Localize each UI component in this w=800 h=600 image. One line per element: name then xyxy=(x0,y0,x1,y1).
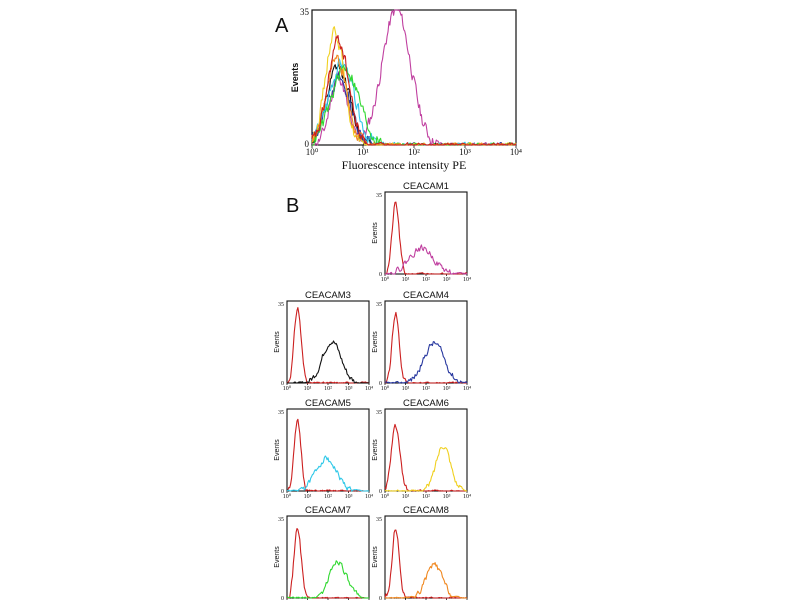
plot-frame xyxy=(384,515,468,599)
chart-ceacam1: CEACAM1 10⁰ 10¹ 10² 10³ 10⁴ 0 35 Events xyxy=(372,181,471,283)
x-tick-label: 10⁴ xyxy=(463,277,471,283)
y-axis-label: Events xyxy=(372,439,379,461)
plot-title: CEACAM8 xyxy=(403,505,449,516)
x-tick-label: 10⁴ xyxy=(365,494,373,500)
y-tick-label: 0 xyxy=(379,596,382,600)
x-tick-label: 10¹ xyxy=(304,494,312,500)
series-ceacam8 xyxy=(311,54,517,146)
plots-group: 10⁰ 10¹ 10² 10³ 10⁴ 0 35 Events Fluorescence int… xyxy=(274,7,522,600)
series-ceacam3 xyxy=(287,340,370,384)
x-tick-label: 10⁰ xyxy=(381,276,390,283)
x-axis-label: Fluorescence intensity PE xyxy=(342,158,467,172)
y-tick-label: 35 xyxy=(376,517,382,523)
plot-title: CEACAM1 xyxy=(403,181,449,192)
x-tick-label: 10⁴ xyxy=(510,147,522,157)
x-tick-label: 10¹ xyxy=(402,386,410,392)
plot-frame xyxy=(384,191,468,275)
chart-ceacam8: CEACAM810⁰10¹10²10³10⁴035Events xyxy=(372,505,468,600)
series-ceacam1 xyxy=(385,244,468,275)
x-tick-label: 10¹ xyxy=(402,277,410,283)
x-tick-label: 10³ xyxy=(443,386,451,392)
x-tick-label: 10³ xyxy=(459,147,471,157)
x-tick-label: 10³ xyxy=(443,277,451,283)
x-tick-label: 10⁰ xyxy=(381,493,390,500)
x-tick-label: 10² xyxy=(324,494,332,500)
x-tick-label: 10⁴ xyxy=(463,494,471,500)
x-tick-label: 10² xyxy=(422,386,430,392)
series-control xyxy=(286,307,370,384)
series-negative-control xyxy=(311,34,517,146)
x-tick-label: 10¹ xyxy=(357,147,369,157)
x-tick-label: 10² xyxy=(422,494,430,500)
chart-a: 10⁰ 10¹ 10² 10³ 10⁴ 0 35 Events Fluorescence int… xyxy=(290,7,522,172)
y-axis-label: Events xyxy=(274,331,281,353)
chart-ceacam5: CEACAM5 10⁰ 10¹ 10² 10³ 10⁴ 0 35 Events xyxy=(274,398,373,500)
plot-title: CEACAM5 xyxy=(305,398,351,409)
plot-title: CEACAM6 xyxy=(403,398,449,409)
series-ceacam7 xyxy=(286,560,370,599)
y-tick-label: 0 xyxy=(379,489,382,495)
x-tick-label: 10³ xyxy=(345,386,353,392)
y-axis-label: Events xyxy=(372,546,379,568)
x-tick-label: 10⁰ xyxy=(283,385,292,392)
y-tick-label: 0 xyxy=(379,381,382,387)
x-tick-label: 10¹ xyxy=(304,386,312,392)
plot-title: CEACAM7 xyxy=(305,505,351,516)
series-control xyxy=(384,423,468,492)
x-tick-label: 10² xyxy=(408,147,420,157)
y-tick-label: 0 xyxy=(379,272,382,278)
panel-label-b: B xyxy=(286,195,299,217)
series-ceacam8 xyxy=(384,562,467,599)
series-ceacam4 xyxy=(384,341,468,384)
x-tick-label: 10³ xyxy=(443,494,451,500)
plot-frame xyxy=(384,300,468,384)
y-tick-label: 35 xyxy=(300,7,310,17)
x-tick-label: 10⁰ xyxy=(381,385,390,392)
chart-ceacam4: CEACAM4 10⁰ 10¹ 10² 10³ 10⁴ 0 35 Events xyxy=(372,290,471,392)
series-control xyxy=(384,201,468,275)
y-axis-label: Events xyxy=(290,63,300,93)
y-tick-label: 0 xyxy=(305,139,310,149)
x-tick-label: 10¹ xyxy=(402,494,410,500)
y-tick-label: 0 xyxy=(281,381,284,387)
plot-title: CEACAM3 xyxy=(305,290,351,301)
y-axis-label: Events xyxy=(274,439,281,461)
y-tick-label: 35 xyxy=(376,302,382,308)
plot-frame xyxy=(286,515,370,599)
x-tick-label: 10⁴ xyxy=(463,386,471,392)
series-ceacam3 xyxy=(311,62,516,146)
y-tick-label: 35 xyxy=(376,193,382,199)
chart-ceacam6: CEACAM6 10⁰ 10¹ 10² 10³ 10⁴ 0 35 Events xyxy=(372,398,471,500)
x-tick-label: 10⁴ xyxy=(365,386,373,392)
x-tick-label: 10⁰ xyxy=(306,147,319,157)
y-tick-label: 35 xyxy=(278,410,284,416)
x-tick-label: 10² xyxy=(324,386,332,392)
y-axis-label: Events xyxy=(372,222,379,244)
y-tick-label: 0 xyxy=(281,489,284,495)
y-tick-label: 0 xyxy=(281,596,284,600)
y-axis-label: Events xyxy=(274,546,281,568)
plot-title: CEACAM4 xyxy=(403,290,449,301)
series-control xyxy=(286,418,369,492)
y-tick-label: 35 xyxy=(278,517,284,523)
series-control xyxy=(287,527,369,599)
chart-ceacam7: CEACAM710⁰10¹10²10³10⁴035Events xyxy=(274,505,370,600)
series-control xyxy=(384,529,468,599)
series-ceacam5 xyxy=(286,455,369,492)
x-tick-label: 10² xyxy=(422,277,430,283)
series-control xyxy=(384,311,467,384)
plot-frame xyxy=(286,408,370,492)
y-axis-label: Events xyxy=(372,331,379,353)
x-tick-label: 10⁰ xyxy=(283,493,292,500)
y-tick-label: 35 xyxy=(376,410,382,416)
y-tick-label: 35 xyxy=(278,302,284,308)
x-tick-label: 10³ xyxy=(345,494,353,500)
chart-ceacam3: CEACAM3 10⁰ 10¹ 10² 10³ 10⁴ 0 35 Events xyxy=(274,290,373,392)
series-ceacam6 xyxy=(384,447,467,492)
panel-label-a: A xyxy=(275,15,289,37)
